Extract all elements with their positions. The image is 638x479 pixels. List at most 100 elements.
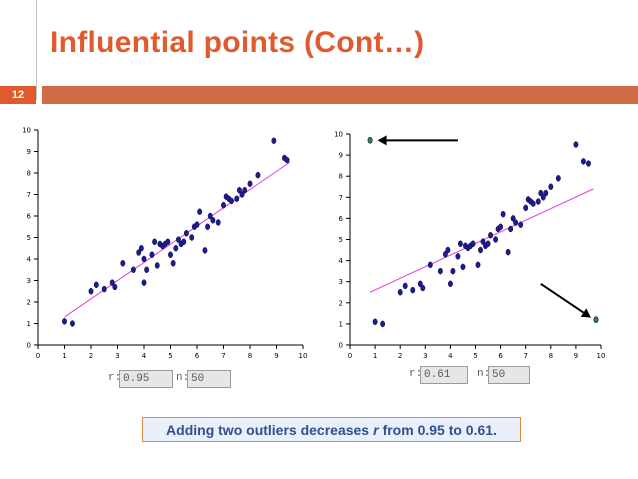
outlier-arrowhead bbox=[377, 135, 387, 146]
x-tick-label: 2 bbox=[89, 352, 93, 360]
n-label-right: n: bbox=[477, 368, 491, 380]
data-point bbox=[573, 141, 579, 148]
x-tick-label: 0 bbox=[348, 352, 352, 360]
data-point bbox=[176, 236, 181, 243]
data-point bbox=[470, 240, 476, 247]
scatter-plot-left: 0 1 2 3 4 5 6 7 8 9 10 0 1 2 3 4 5 6 7 8 9 10 bbox=[22, 127, 307, 361]
y-tick-label: 6 bbox=[27, 213, 32, 221]
data-point bbox=[427, 261, 433, 269]
data-point bbox=[189, 234, 195, 241]
x-tick-label: 7 bbox=[221, 352, 225, 360]
data-point bbox=[580, 158, 586, 165]
caption-symbol: r bbox=[373, 421, 379, 438]
data-point bbox=[508, 225, 514, 233]
y-tick-label: 9 bbox=[27, 148, 31, 156]
data-point bbox=[460, 263, 466, 271]
x-tick-label: 7 bbox=[523, 352, 527, 360]
y-tick-label: 5 bbox=[27, 234, 31, 242]
data-point bbox=[372, 318, 378, 326]
data-point bbox=[284, 156, 290, 164]
r-label-right: r: bbox=[409, 368, 423, 380]
data-point bbox=[173, 245, 179, 252]
data-point bbox=[402, 282, 408, 290]
data-point bbox=[478, 246, 483, 254]
data-point bbox=[447, 280, 453, 288]
y-tick-label: 3 bbox=[27, 277, 31, 285]
data-point bbox=[109, 279, 115, 286]
data-point bbox=[437, 267, 443, 275]
outlier-point bbox=[593, 316, 599, 323]
data-point bbox=[144, 266, 150, 273]
data-point bbox=[234, 195, 240, 203]
data-point bbox=[149, 251, 155, 258]
data-point bbox=[70, 320, 75, 327]
data-point bbox=[239, 191, 245, 198]
data-point bbox=[500, 210, 506, 218]
data-point bbox=[513, 219, 519, 226]
y-tick-label: 5 bbox=[339, 236, 343, 244]
data-point bbox=[380, 320, 386, 328]
data-point bbox=[141, 279, 147, 286]
data-point bbox=[88, 288, 94, 295]
data-point bbox=[170, 260, 176, 267]
data-point bbox=[154, 262, 160, 269]
data-point bbox=[138, 245, 144, 252]
data-point bbox=[445, 246, 451, 254]
data-point bbox=[101, 285, 107, 293]
data-point bbox=[475, 261, 481, 269]
y-tick-label: 3 bbox=[339, 278, 343, 286]
data-point bbox=[130, 266, 136, 273]
data-point bbox=[229, 197, 234, 205]
n-label-left: n: bbox=[176, 372, 190, 384]
data-point bbox=[221, 202, 226, 209]
x-tick-label: 6 bbox=[195, 352, 200, 360]
data-point bbox=[210, 217, 216, 224]
n-value-left: 50 bbox=[187, 370, 231, 388]
data-point bbox=[523, 204, 529, 212]
data-point bbox=[518, 221, 524, 228]
data-point bbox=[485, 240, 491, 247]
outlier-arrow bbox=[540, 282, 585, 314]
y-tick-label: 1 bbox=[339, 320, 343, 328]
data-point bbox=[181, 238, 187, 246]
x-tick-label: 0 bbox=[36, 352, 40, 360]
data-point bbox=[194, 221, 200, 228]
x-tick-label: 4 bbox=[448, 352, 453, 360]
data-point bbox=[493, 236, 499, 243]
data-point bbox=[255, 171, 261, 179]
y-tick-label: 10 bbox=[22, 127, 31, 135]
x-tick-label: 5 bbox=[473, 352, 477, 360]
r-value-right: 0.61 bbox=[420, 366, 468, 384]
data-point bbox=[62, 318, 67, 325]
data-point bbox=[420, 284, 426, 292]
y-tick-label: 2 bbox=[27, 299, 31, 307]
y-tick-label: 4 bbox=[339, 257, 344, 265]
data-point bbox=[242, 186, 248, 194]
data-point bbox=[168, 251, 173, 258]
data-point bbox=[202, 247, 208, 254]
y-tick-label: 9 bbox=[339, 152, 343, 160]
title-bar bbox=[42, 86, 638, 104]
scatter-panel-right: 0 1 2 3 4 5 6 7 8 9 10 0 1 2 3 4 5 6 7 8 9 10 bbox=[328, 122, 620, 396]
x-tick-label: 3 bbox=[423, 352, 427, 360]
y-tick-label: 1 bbox=[27, 320, 31, 328]
data-point bbox=[530, 200, 536, 207]
y-tick-label: 0 bbox=[27, 342, 31, 350]
data-point bbox=[247, 180, 253, 187]
x-tick-label: 10 bbox=[597, 352, 606, 360]
left-rule bbox=[36, 0, 37, 100]
r-value-left: 0.95 bbox=[119, 370, 173, 388]
data-point bbox=[397, 289, 403, 296]
r-label-left: r: bbox=[108, 372, 122, 384]
outlier-point bbox=[367, 137, 373, 144]
data-point bbox=[236, 186, 242, 194]
outlier-arrowhead bbox=[580, 308, 591, 318]
n-value-right: 50 bbox=[488, 366, 530, 384]
data-point bbox=[488, 232, 494, 239]
caption-text-before: Adding two outliers decreases bbox=[166, 421, 370, 438]
x-tick-label: 8 bbox=[549, 352, 553, 360]
x-tick-label: 1 bbox=[373, 352, 377, 360]
scatter-panel-left: 0 1 2 3 4 5 6 7 8 9 10 0 1 2 3 4 5 6 7 8 9 10 bbox=[18, 122, 312, 396]
x-tick-label: 3 bbox=[115, 352, 119, 360]
y-tick-label: 7 bbox=[339, 194, 343, 202]
